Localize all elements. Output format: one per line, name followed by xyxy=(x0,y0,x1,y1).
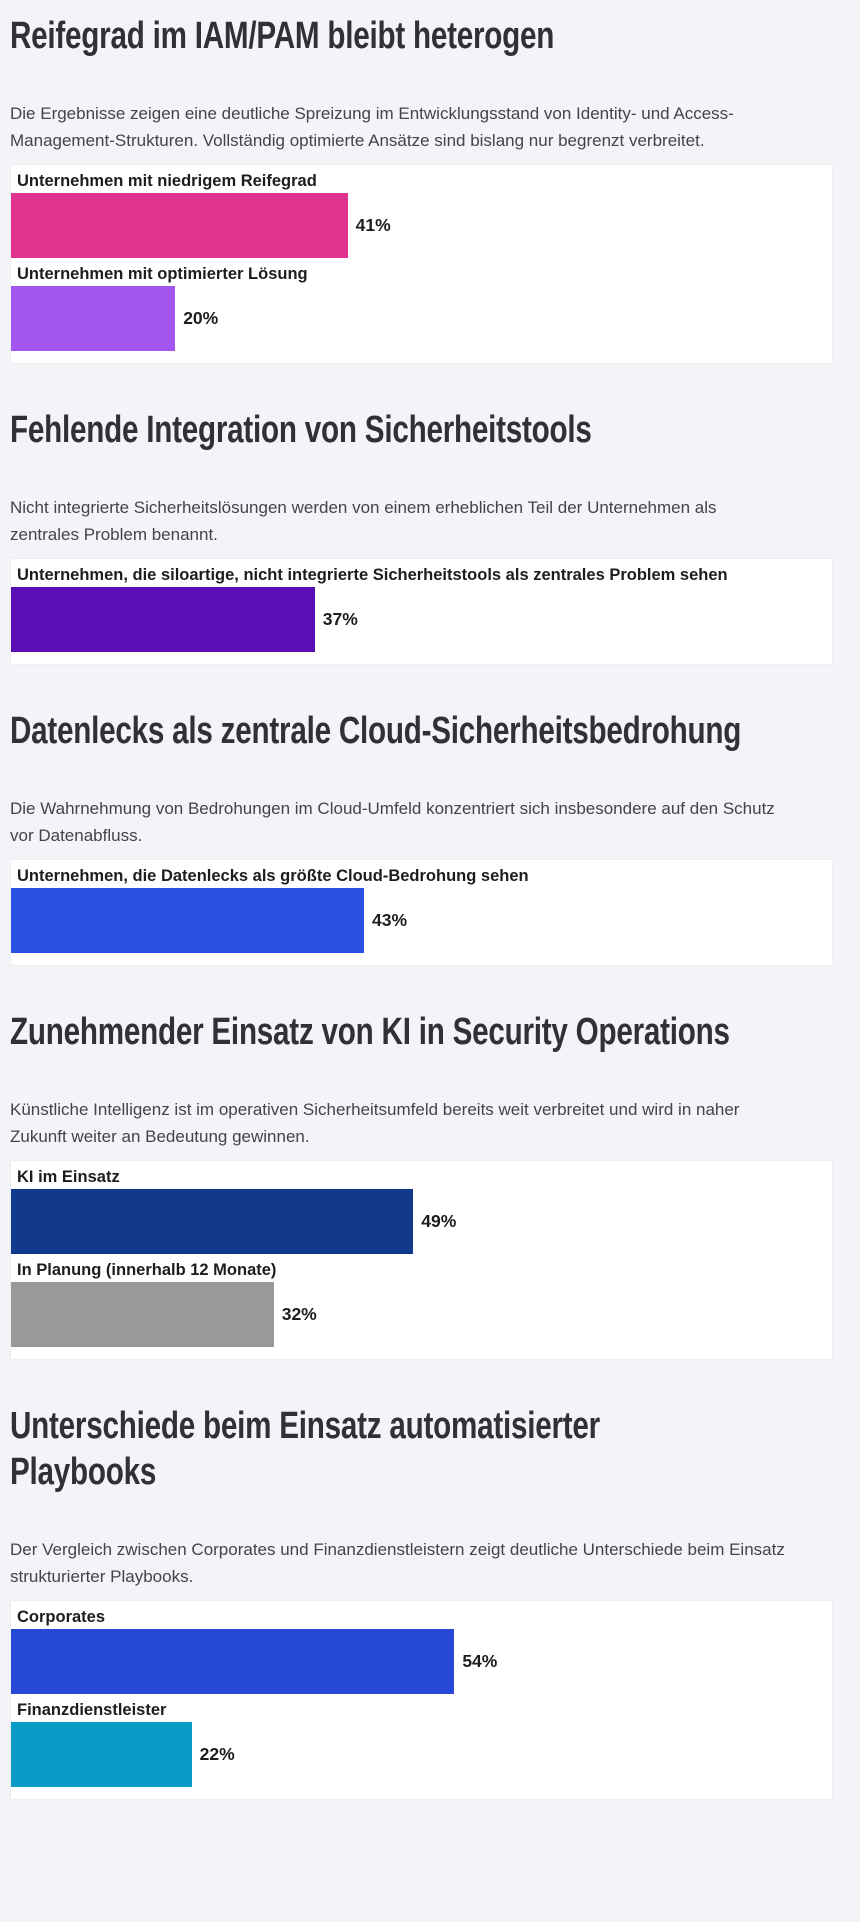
section-description: Nicht integrierte Sicherheitslösungen we… xyxy=(10,498,717,544)
bar-category-label: In Planung (innerhalb 12 Monate) xyxy=(17,1261,277,1279)
bar-value-label: 43% xyxy=(372,910,408,930)
section-ki-security-operations: Zunehmender Einsatz von KI in Security O… xyxy=(10,1009,833,1360)
bar-track: 32% xyxy=(11,1282,832,1347)
section-title: Zunehmender Einsatz von KI in Security O… xyxy=(10,1011,730,1053)
bar-track: 54% xyxy=(11,1629,832,1694)
report-content: Reifegrad im IAM/PAM bleibt heterogen Di… xyxy=(0,13,860,1800)
bar-category-label: Unternehmen, die siloartige, nicht integ… xyxy=(17,566,728,584)
bar xyxy=(11,1722,192,1787)
section-description: Die Wahrnehmung von Bedrohungen im Cloud… xyxy=(10,799,775,845)
bar-row: Unternehmen, die Datenlecks als größte C… xyxy=(11,866,832,953)
section-iam-pam-reifegrad: Reifegrad im IAM/PAM bleibt heterogen Di… xyxy=(10,13,833,364)
bar-track: 49% xyxy=(11,1189,832,1254)
bar xyxy=(11,286,176,351)
bar-value-label: 49% xyxy=(421,1211,457,1231)
section-title: Reifegrad im IAM/PAM bleibt heterogen xyxy=(10,15,555,57)
bar-chart-card: Corporates 54% Finanzdienstleister 22% xyxy=(10,1600,833,1800)
bar xyxy=(11,587,315,652)
bar-row: KI im Einsatz 49% xyxy=(11,1167,832,1254)
bar-track: 43% xyxy=(11,888,832,953)
bar-row: Corporates 54% xyxy=(11,1607,832,1694)
bar-value-label: 37% xyxy=(322,609,358,629)
bar xyxy=(11,193,348,258)
section-title: Fehlende Integration von Sicherheitstool… xyxy=(10,409,592,451)
bar-row: Unternehmen mit niedrigem Reifegrad 41% xyxy=(11,171,832,258)
bar-value-label: 22% xyxy=(199,1744,235,1764)
bar-row: Finanzdienstleister 22% xyxy=(11,1700,832,1787)
bar xyxy=(11,888,365,953)
bar-track: 22% xyxy=(11,1722,832,1787)
bar xyxy=(11,1189,414,1254)
bar-value-label: 54% xyxy=(462,1651,498,1671)
bar-category-label: Unternehmen mit optimierter Lösung xyxy=(17,265,308,283)
section-fehlende-integration: Fehlende Integration von Sicherheitstool… xyxy=(10,407,833,665)
bar-value-label: 32% xyxy=(281,1304,317,1324)
bar-category-label: Finanzdienstleister xyxy=(17,1701,167,1719)
bar-row: Unternehmen mit optimierter Lösung 20% xyxy=(11,264,832,351)
section-datenlecks-cloud: Datenlecks als zentrale Cloud-Sicherheit… xyxy=(10,708,833,966)
bar xyxy=(11,1629,455,1694)
bar-value-label: 41% xyxy=(355,215,391,235)
bar-chart-card: Unternehmen, die siloartige, nicht integ… xyxy=(10,558,833,665)
bar-category-label: Unternehmen, die Datenlecks als größte C… xyxy=(17,867,529,885)
bar-row: In Planung (innerhalb 12 Monate) 32% xyxy=(11,1260,832,1347)
bar xyxy=(11,1282,274,1347)
section-title: Unterschiede beim Einsatz automatisierte… xyxy=(10,1405,600,1493)
bar-track: 37% xyxy=(11,587,832,652)
bar-category-label: Unternehmen mit niedrigem Reifegrad xyxy=(17,172,317,190)
section-description: Künstliche Intelligenz ist im operativen… xyxy=(10,1100,740,1146)
section-automatisierte-playbooks: Unterschiede beim Einsatz automatisierte… xyxy=(10,1403,833,1800)
bar-chart-card: KI im Einsatz 49% In Planung (innerhalb 12… xyxy=(10,1160,833,1360)
bar-category-label: KI im Einsatz xyxy=(17,1168,120,1186)
bar-row: Unternehmen, die siloartige, nicht integ… xyxy=(11,565,832,652)
bar-track: 20% xyxy=(11,286,832,351)
bar-category-label: Corporates xyxy=(17,1608,106,1626)
bar-track: 41% xyxy=(11,193,832,258)
bar-value-label: 20% xyxy=(183,308,219,328)
bar-chart-card: Unternehmen, die Datenlecks als größte C… xyxy=(10,859,833,966)
section-title: Datenlecks als zentrale Cloud-Sicherheit… xyxy=(10,710,742,752)
bar-chart-card: Unternehmen mit niedrigem Reifegrad 41% Un… xyxy=(10,164,833,364)
section-description: Die Ergebnisse zeigen eine deutliche Spr… xyxy=(10,104,734,150)
report-page: { "page": { "background_color": "#f3f4f7… xyxy=(0,13,860,1922)
section-description: Der Vergleich zwischen Corporates und Fi… xyxy=(10,1540,785,1586)
